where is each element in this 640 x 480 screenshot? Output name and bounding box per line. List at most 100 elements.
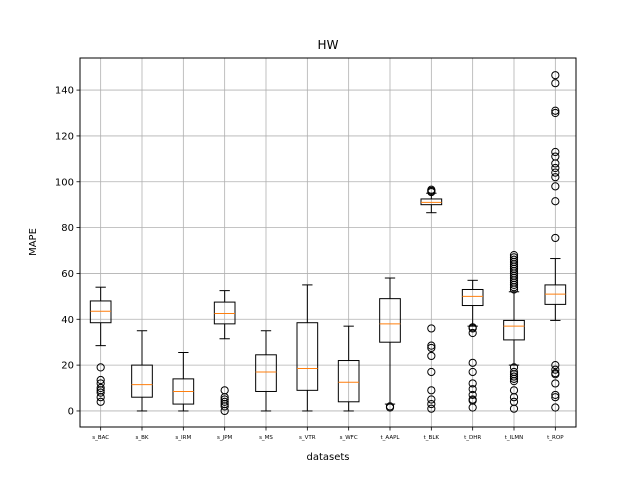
flier-point	[427, 343, 436, 353]
y-axis-label: MAPE	[28, 228, 39, 256]
flier-point	[468, 385, 477, 394]
flier-point	[509, 374, 519, 383]
flier-point	[551, 390, 560, 400]
flier-point	[427, 324, 436, 333]
iqr-box	[544, 284, 567, 305]
flier-point	[551, 168, 560, 177]
flier-point	[551, 197, 560, 206]
box-s_BAC	[89, 286, 112, 406]
flier-point	[509, 285, 519, 294]
iqr-box	[131, 364, 153, 398]
iqr-box	[89, 300, 112, 324]
flier-point	[427, 399, 436, 409]
box-t_AAPL	[379, 277, 401, 412]
flier-point	[551, 365, 560, 374]
y-axis-ticks: 0 20 40 60 80 100 120 140	[55, 86, 80, 417]
flier-point	[468, 403, 477, 412]
flier-point	[551, 159, 560, 168]
flier-point	[468, 324, 477, 333]
x-tick-label: t_ROP	[547, 435, 564, 441]
flier-point	[468, 390, 477, 400]
y-tick-label: 140	[55, 86, 74, 97]
y-tick-label: 120	[55, 131, 74, 142]
flier-point	[468, 328, 477, 338]
y-tick-label: 60	[61, 269, 74, 280]
box-s_BK	[131, 330, 153, 412]
flier-point	[551, 163, 560, 173]
flier-point	[427, 386, 436, 395]
x-tick-label: s_WFC	[340, 435, 358, 441]
flier-point	[509, 393, 519, 402]
x-tick-label: s_VTR	[299, 435, 316, 441]
flier-point	[96, 393, 105, 402]
flier-point	[427, 185, 436, 194]
flier-point	[509, 280, 519, 290]
iqr-box	[461, 288, 484, 307]
box-s_WFC	[337, 325, 360, 412]
flier-point	[551, 361, 560, 370]
flier-point	[551, 106, 560, 115]
flier-point	[96, 375, 105, 385]
iqr-box	[296, 322, 319, 391]
flier-point	[468, 379, 477, 388]
flier-point	[96, 363, 105, 372]
flier-point	[551, 79, 560, 88]
flier-point	[96, 383, 105, 393]
x-tick-label: t_DHR	[464, 435, 481, 441]
y-tick-label: 20	[61, 361, 74, 372]
x-tick-label: t_AAPL	[381, 435, 401, 441]
flier-point	[220, 406, 229, 416]
y-tick-label: 40	[61, 315, 74, 326]
chart-title: HW	[318, 38, 339, 52]
flier-point	[220, 397, 229, 406]
box-series	[89, 71, 567, 416]
y-tick-label: 0	[68, 406, 74, 417]
x-axis-label: datasets	[306, 452, 349, 463]
box-t_ROP	[544, 71, 567, 412]
x-tick-label: t_ILMN	[505, 435, 523, 441]
flier-point	[509, 372, 519, 381]
x-axis-ticks: s_BAC s_BK s_IRM s_JPM s_MS s_VTR s_WFC t_AAPL t…	[92, 427, 564, 441]
y-tick-label: 100	[55, 177, 74, 188]
flier-point	[509, 283, 519, 292]
flier-point	[427, 187, 436, 197]
iqr-box	[255, 354, 277, 392]
iqr-box	[420, 198, 443, 206]
flier-point	[468, 367, 477, 377]
x-tick-label: s_BK	[136, 435, 149, 441]
box-s_VTR	[296, 284, 319, 412]
flier-point	[427, 367, 436, 377]
axes-frame	[79, 57, 577, 428]
x-tick-label: t_BLK	[424, 435, 440, 441]
box-s_JPM	[213, 290, 236, 416]
flier-point	[427, 351, 436, 361]
flier-point	[509, 377, 519, 386]
iqr-box	[337, 360, 360, 403]
box-s_IRM	[172, 352, 195, 412]
flier-point	[220, 402, 229, 411]
flier-point	[551, 393, 560, 402]
iqr-box	[213, 301, 236, 325]
y-tick-label: 80	[61, 223, 74, 234]
flier-point	[551, 370, 560, 379]
flier-point	[468, 358, 477, 367]
x-tick-label: s_MS	[259, 435, 273, 441]
flier-point	[427, 404, 436, 413]
iqr-box	[379, 298, 401, 343]
flier-point	[509, 404, 519, 413]
flier-point	[551, 182, 560, 191]
x-tick-label: s_IRM	[175, 435, 191, 441]
flier-point	[551, 379, 560, 388]
grid-lines	[80, 58, 576, 427]
x-tick-label: s_JPM	[217, 435, 233, 441]
flier-point	[96, 388, 105, 397]
box-t_ILMN	[503, 251, 525, 413]
flier-point	[551, 403, 560, 412]
flier-point	[551, 147, 560, 157]
flier-point	[427, 341, 436, 350]
box-t_DHR	[461, 279, 484, 412]
flier-point	[551, 173, 560, 182]
flier-point	[551, 71, 560, 80]
